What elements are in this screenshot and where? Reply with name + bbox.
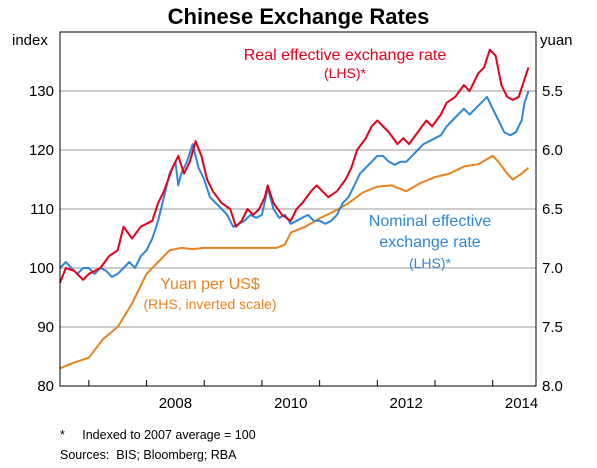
- left-tick-label: 110: [30, 201, 54, 218]
- series-label-0: Real effective exchange rate: [244, 47, 447, 64]
- right-tick-label: 5.5: [542, 83, 563, 100]
- x-tick-label: 2012: [389, 395, 422, 412]
- series-label-1: Nominal effective: [369, 213, 492, 230]
- left-tick-label: 80: [37, 378, 54, 395]
- right-tick-label: 6.5: [542, 201, 563, 218]
- x-tick-label: 2008: [159, 395, 192, 412]
- footnote: * Indexed to 2007 average = 100: [60, 428, 256, 442]
- left-tick-label: 90: [37, 319, 54, 336]
- series-label-2: (RHS, inverted scale): [143, 296, 276, 312]
- series-label-1: exchange rate: [379, 234, 481, 251]
- series-label-2: Yuan per US$: [160, 276, 260, 293]
- series-lines: [59, 48, 530, 370]
- plot-frame: [59, 31, 537, 387]
- left-tick-label: 120: [29, 142, 54, 159]
- axis-ticks: [88, 380, 494, 386]
- right-tick-label: 7.0: [542, 260, 563, 277]
- footnote-marker: *: [60, 428, 65, 442]
- right-axis-unit: yuan: [540, 32, 573, 49]
- series-label-0: (LHS)*: [324, 65, 367, 81]
- left-axis-unit: index: [12, 32, 48, 49]
- right-tick-label: 7.5: [542, 319, 563, 336]
- series-line-2: [59, 154, 530, 370]
- tick-labels: 80 90 100 110 120 130 8.0 7.5 7.0 6.5 6.0 5.5 2008 20…: [29, 83, 563, 412]
- gridlines: [60, 90, 536, 328]
- series-label-1: (LHS)*: [409, 255, 452, 271]
- chart-title: Chinese Exchange Rates: [167, 4, 430, 29]
- series-annotations: Real effective exchange rate(LHS)*Nomina…: [143, 47, 491, 312]
- series-line-0: [59, 48, 530, 284]
- left-tick-label: 130: [29, 83, 54, 100]
- left-tick-label: 100: [29, 260, 54, 277]
- right-tick-label: 8.0: [542, 378, 563, 395]
- series-line-1: [59, 90, 530, 278]
- footnote-text: Indexed to 2007 average = 100: [82, 428, 256, 442]
- x-tick-label: 2014: [505, 395, 538, 412]
- right-tick-label: 6.0: [542, 142, 563, 159]
- sources-note: Sources: BIS; Bloomberg; RBA: [60, 448, 237, 462]
- x-tick-label: 2010: [274, 395, 307, 412]
